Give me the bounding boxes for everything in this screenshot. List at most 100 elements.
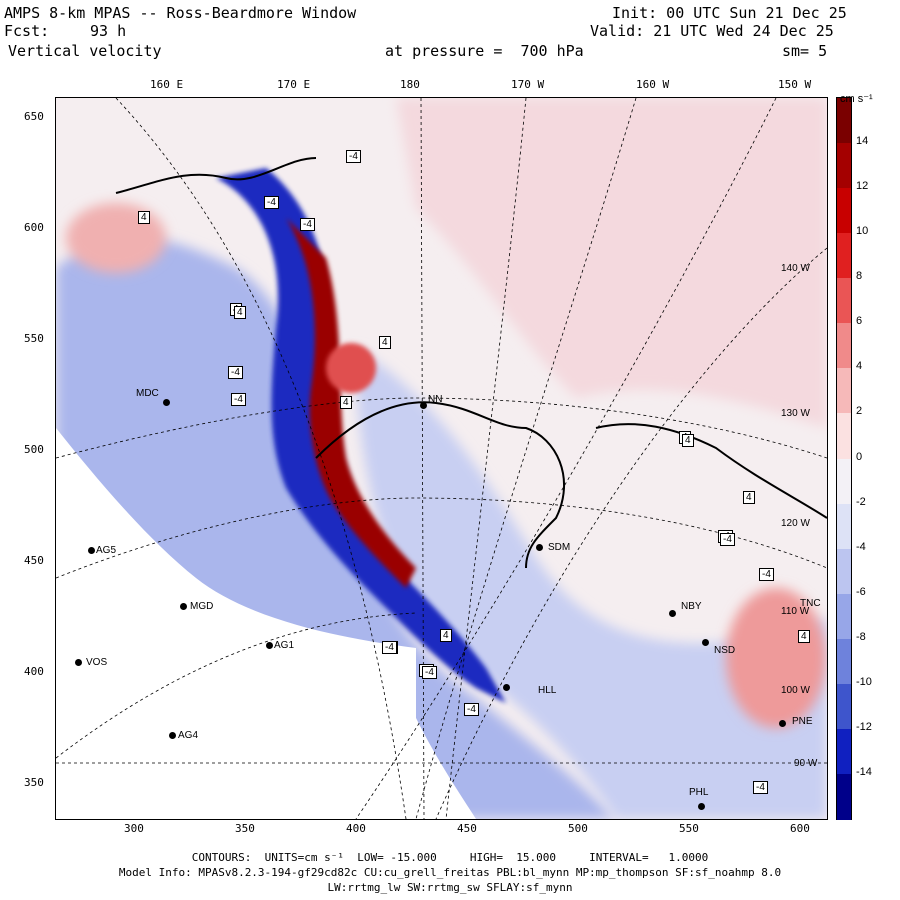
contour-info: CONTOURS: UNITS=cm s⁻¹ LOW= -15.000 HIGH…: [191, 851, 709, 864]
contour-label: -4: [753, 781, 768, 794]
colorbar-tick-label: 14: [856, 135, 869, 148]
y-tick: 650: [24, 110, 44, 123]
station-marker: [698, 803, 705, 810]
colorbar-segment: [837, 188, 851, 234]
station-label-ag4: AG4: [178, 730, 199, 741]
contour-label: -4: [231, 393, 246, 406]
lon-label-160w: 160 W: [636, 78, 670, 91]
station-label-mgd: MGD: [190, 601, 214, 612]
y-tick: 500: [24, 443, 44, 456]
station-marker: [266, 642, 273, 649]
station-label-mdc: MDC: [136, 388, 159, 399]
lon-label-180: 180: [400, 78, 420, 91]
contour-label: -4: [228, 366, 243, 379]
contour-label: -4: [422, 666, 437, 679]
colorbar-segment: [837, 683, 851, 730]
x-tick: 350: [235, 822, 255, 835]
station-marker: [180, 603, 187, 610]
colorbar-segment: [837, 413, 851, 459]
x-tick: 500: [568, 822, 588, 835]
contour-label: -4: [264, 196, 279, 209]
colorbar-segment: [837, 278, 851, 324]
physics-info: LW:rrtmg_lw SW:rrtmg_sw SFLAY:sf_mynn: [327, 881, 573, 894]
colorbar-segment: [837, 143, 851, 189]
missing-data-region: [56, 428, 416, 819]
colorbar-tick-label: 8: [856, 270, 863, 283]
station-marker: [536, 544, 543, 551]
colorbar-segment: [837, 728, 851, 775]
northwest-red-region: [66, 203, 166, 273]
meridian-label-90w: 90 W: [794, 758, 818, 769]
valid-time: Valid: 21 UTC Wed 24 Dec 25: [590, 22, 834, 40]
strong-downward-band: [216, 168, 506, 703]
colorbar-tick-label: 4: [856, 360, 863, 373]
map-canvas: [56, 98, 827, 819]
contour-label: 4: [379, 336, 391, 349]
colorbar-tick-label: -14: [856, 765, 872, 778]
station-label-phl: PHL: [689, 787, 709, 798]
model-info: Model Info: MPASv8.2.3-194-gf29cd82c CU:…: [118, 866, 782, 879]
contour-label: -4: [382, 641, 397, 654]
colorbar-segment: [837, 503, 851, 550]
colorbar-segment: [837, 368, 851, 414]
colorbar-tick-label: 0: [856, 450, 863, 463]
contour-label: 4: [743, 491, 755, 504]
lon-label-150w: 150 W: [778, 78, 812, 91]
contour-label: 4: [682, 434, 694, 447]
y-tick: 550: [24, 332, 44, 345]
station-marker: [702, 639, 709, 646]
colorbar-tick-label: -12: [856, 720, 872, 733]
station-label-ag1: AG1: [274, 640, 295, 651]
contour-label: 4: [138, 211, 150, 224]
smoothing-value: sm= 5: [782, 42, 828, 60]
colorbar-segment: [837, 233, 851, 279]
lon-label-170e: 170 E: [277, 78, 311, 91]
init-time: Init: 00 UTC Sun 21 Dec 25: [612, 4, 847, 22]
colorbar-segment: [837, 98, 851, 144]
station-label-ag5: AG5: [96, 545, 117, 556]
lon-label-160e: 160 E: [150, 78, 184, 91]
station-marker: [503, 684, 510, 691]
forecast-hour: 93 h: [90, 22, 127, 40]
colorbar-tick-label: -2: [856, 495, 866, 508]
contour-label: -4: [300, 218, 315, 231]
x-tick: 300: [124, 822, 144, 835]
east-blue-region: [356, 348, 827, 819]
colorbar-segment: [837, 638, 851, 685]
contour-label: -4: [759, 568, 774, 581]
colorbar-units: cm s⁻¹: [840, 93, 873, 105]
station-marker: [779, 720, 786, 727]
y-tick: 600: [24, 221, 44, 234]
forecast-label: Fcst:: [4, 22, 50, 40]
station-marker: [169, 732, 176, 739]
colorbar: [836, 97, 852, 820]
contour-label: -4: [346, 150, 361, 163]
x-tick: 450: [457, 822, 477, 835]
x-tick: 400: [346, 822, 366, 835]
station-label-tnc: TNC: [800, 598, 821, 609]
meridian-label-120w: 120 W: [781, 518, 810, 529]
station-label-hll: HLL: [538, 685, 557, 696]
strong-upward-band: [286, 218, 416, 588]
missing-data-sliver: [416, 718, 476, 819]
meridian-label-100w: 100 W: [781, 685, 810, 696]
north-pink-region: [396, 98, 827, 428]
contour-label: 4: [440, 629, 452, 642]
contour-label: 4: [340, 396, 352, 409]
map-title: AMPS 8-km MPAS -- Ross-Beardmore Window: [4, 4, 357, 22]
meridian-label-130w: 130 W: [781, 408, 810, 419]
lon-label-170w: 170 W: [511, 78, 545, 91]
station-marker: [163, 399, 170, 406]
x-tick: 600: [790, 822, 810, 835]
colorbar-tick-label: 6: [856, 315, 863, 328]
station-label-pne: PNE: [792, 716, 813, 727]
station-marker: [75, 659, 82, 666]
y-tick: 350: [24, 776, 44, 789]
contour-label: -4: [720, 533, 735, 546]
station-label-sdm: SDM: [548, 542, 571, 553]
meridian-label-110w: 110 W: [781, 606, 810, 617]
contour-label: 4: [234, 306, 246, 319]
colorbar-segment: [837, 773, 851, 820]
meridian-label-140w: 140 W: [781, 263, 810, 274]
vertical-velocity-map: 4 -4 4 4 -4 -4 4 -4 4 -4 -4 -4 4 4 -4 4 …: [55, 97, 828, 820]
